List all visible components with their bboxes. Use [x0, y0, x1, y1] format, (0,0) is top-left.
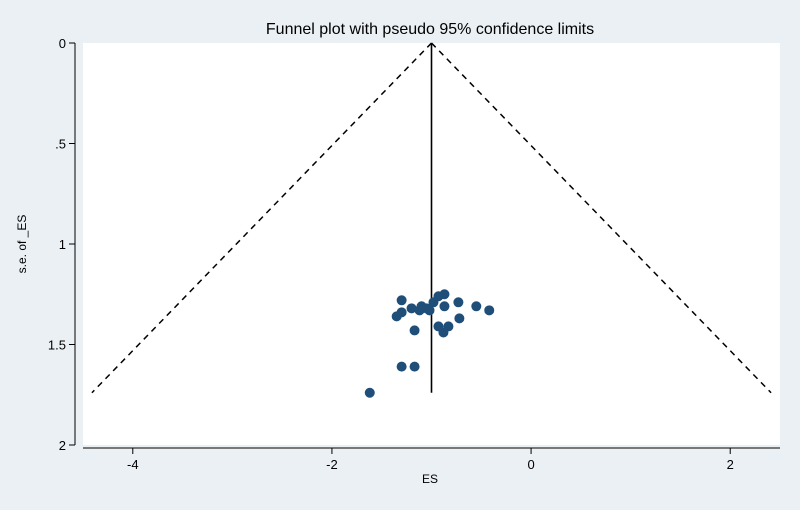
data-point: [439, 289, 450, 300]
data-point: [454, 313, 465, 324]
data-point: [439, 301, 450, 312]
chart-axes: 0 .5 1 1.5 2 -4 -2 0 2: [48, 36, 780, 472]
data-point: [471, 301, 482, 312]
chart-title: Funnel plot with pseudo 95% confidence l…: [266, 21, 594, 38]
data-point: [409, 361, 420, 372]
x-tick-label: -2: [326, 457, 338, 472]
y-tick-label: 1: [59, 237, 66, 252]
data-point: [364, 387, 375, 398]
data-point: [424, 305, 435, 316]
y-tick-label: 2: [59, 438, 66, 453]
data-point: [416, 301, 427, 312]
data-point: [391, 311, 402, 322]
data-point: [409, 325, 420, 336]
lower-confidence-limit-line: [91, 42, 433, 394]
data-point: [406, 303, 417, 314]
y-axis-title: s.e. of _ES: [15, 215, 29, 274]
data-point: [484, 305, 495, 316]
data-point: [396, 295, 407, 306]
data-point: [396, 361, 407, 372]
x-tick-label: -4: [127, 457, 139, 472]
x-tick-label: 2: [727, 457, 734, 472]
data-point: [453, 297, 464, 308]
y-tick-label: 1.5: [48, 338, 66, 353]
x-tick-label: 0: [527, 457, 534, 472]
chart-marks: [91, 42, 772, 398]
upper-confidence-limit-line: [430, 42, 772, 394]
y-tick-label: 0: [59, 36, 66, 51]
data-point: [438, 327, 449, 338]
x-axis-title: ES: [422, 472, 438, 486]
y-tick-label: .5: [55, 137, 66, 152]
